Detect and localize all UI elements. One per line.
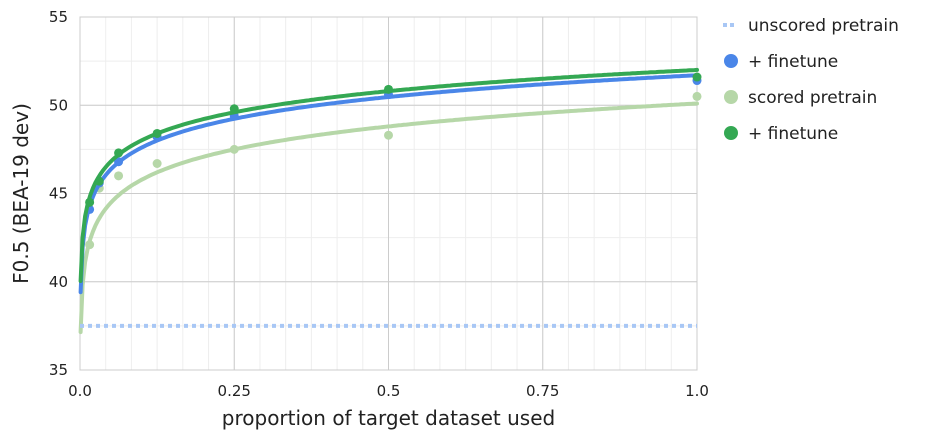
- y-tick-label: 40: [49, 273, 68, 291]
- data-point: [229, 104, 239, 114]
- y-tick-label: 55: [49, 8, 68, 26]
- y-axis-ticks: 35 40 45 50 55: [49, 8, 68, 379]
- data-point: [229, 144, 239, 154]
- trendline: [78, 101, 699, 335]
- y-axis-title: F0.5 (BEA-19 dev): [9, 103, 33, 284]
- legend-swatch-dot: [724, 90, 738, 104]
- legend-swatch-dot: [724, 54, 738, 68]
- data-point: [692, 72, 702, 82]
- x-tick-label: 0.5: [377, 382, 401, 400]
- series-layer: [78, 67, 702, 335]
- legend-label: scored pretrain: [748, 88, 877, 108]
- legend-label: unscored pretrain: [748, 16, 899, 36]
- x-tick-label: 0.25: [218, 382, 251, 400]
- legend-label: + finetune: [748, 124, 838, 144]
- data-point: [85, 240, 95, 250]
- data-point: [384, 84, 393, 94]
- legend: unscored pretrain + finetune scored pretra…: [723, 16, 899, 144]
- x-tick-label: 0.75: [526, 382, 559, 400]
- y-tick-label: 35: [49, 361, 68, 379]
- data-point: [114, 157, 124, 167]
- major-gridlines: [79, 16, 698, 371]
- x-axis-ticks: 0.0 0.25 0.5 0.75 1.0: [68, 382, 709, 400]
- data-point: [114, 148, 124, 158]
- x-tick-label: 0.0: [68, 382, 92, 400]
- data-point: [152, 128, 162, 138]
- y-tick-label: 45: [49, 185, 68, 203]
- data-point: [94, 176, 104, 186]
- data-point: [692, 91, 702, 101]
- data-point: [85, 197, 95, 207]
- x-axis-title: proportion of target dataset used: [222, 406, 555, 430]
- legend-label: + finetune: [748, 52, 838, 72]
- legend-swatch-dot: [724, 126, 738, 140]
- y-tick-label: 50: [49, 96, 68, 114]
- data-point: [152, 158, 162, 168]
- plot-area-border: [79, 16, 698, 371]
- data-point: [114, 171, 124, 181]
- x-tick-label: 1.0: [685, 382, 709, 400]
- data-point: [384, 130, 393, 140]
